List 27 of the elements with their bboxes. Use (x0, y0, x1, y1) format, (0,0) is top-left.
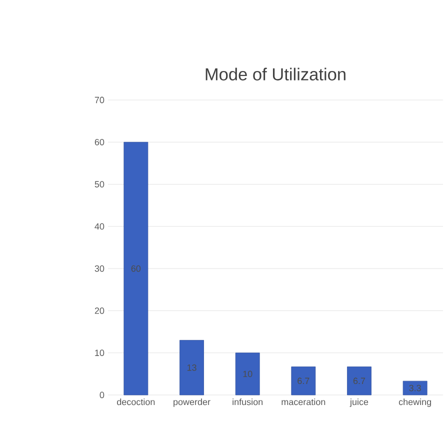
data-label: 10 (243, 370, 252, 378)
x-tick-label: infusion (232, 398, 263, 406)
y-tick-label: 50 (94, 181, 104, 188)
y-tick-label: 70 (94, 96, 104, 104)
x-tick-label: juice (350, 398, 368, 407)
x-tick-label: chewing (398, 398, 431, 407)
bar (291, 366, 316, 396)
data-label: 6.7 (353, 378, 366, 384)
y-tick-label: 10 (95, 350, 104, 356)
x-tick-label: maceration (282, 398, 326, 406)
data-label: 60 (131, 265, 141, 272)
bar (235, 352, 260, 396)
data-label: 13 (187, 364, 196, 371)
bar (347, 366, 372, 396)
chart-title: Mode of Utilization (206, 68, 346, 80)
y-tick-label: 20 (94, 308, 104, 314)
data-label: 6.7 (298, 378, 310, 384)
y-tick-label: 30 (94, 265, 104, 272)
y-tick-label: 40 (94, 223, 104, 230)
bar (402, 380, 428, 396)
x-tick-label: powerder (174, 398, 210, 407)
x-tick-label: decoction (117, 398, 155, 406)
data-label: 3.3 (409, 384, 421, 392)
y-tick-label: 0 (100, 392, 104, 398)
y-tick-label: 60 (94, 138, 104, 146)
bar (180, 340, 204, 396)
bar (124, 142, 148, 396)
